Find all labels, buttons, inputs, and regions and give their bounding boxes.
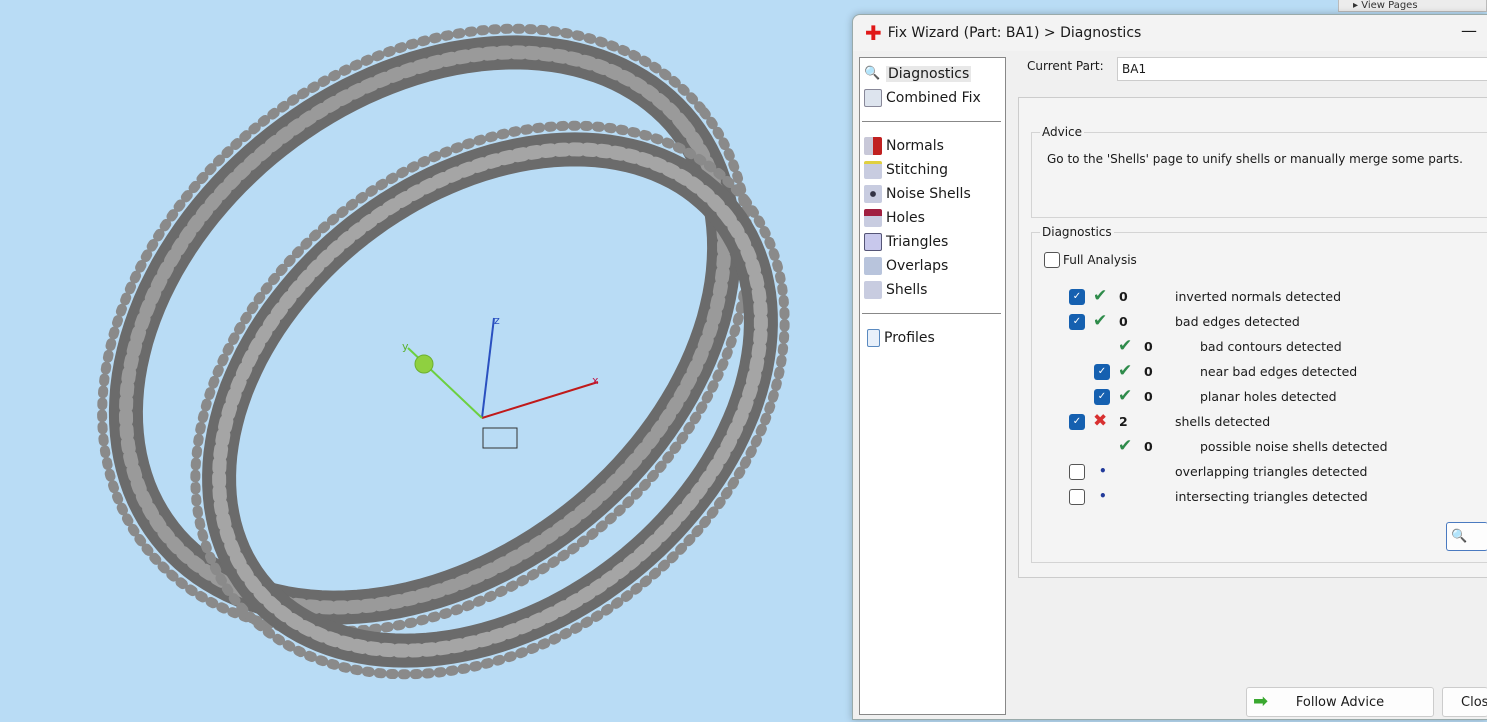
row-checkbox[interactable]: ✓ bbox=[1069, 314, 1085, 330]
sidebar-item-diagnostics[interactable]: 🔍 Diagnostics bbox=[864, 66, 972, 82]
triangles-icon bbox=[864, 233, 882, 251]
row-checkbox[interactable]: ✓ bbox=[1094, 389, 1110, 405]
check-icon: ✔ bbox=[1093, 286, 1108, 306]
row-label: bad contours detected bbox=[1200, 339, 1342, 354]
row-label: intersecting triangles detected bbox=[1175, 489, 1368, 504]
x-axis-label: x bbox=[592, 374, 599, 387]
sidebar-item-overlaps[interactable]: Overlaps bbox=[860, 254, 1005, 278]
row-checkbox[interactable]: ✓ bbox=[1069, 414, 1085, 430]
row-label: possible noise shells detected bbox=[1200, 439, 1388, 454]
row-label: bad edges detected bbox=[1175, 314, 1300, 329]
pending-dot-icon: • bbox=[1099, 489, 1107, 503]
row-checkbox[interactable]: ✓ bbox=[1094, 364, 1110, 380]
row-label: overlapping triangles detected bbox=[1175, 464, 1368, 479]
bangle-model bbox=[97, 23, 790, 680]
wizard-sidebar: 🔍 Diagnostics Combined Fix Normals Stitch… bbox=[859, 57, 1006, 715]
sidebar-item-stitching[interactable]: Stitching bbox=[860, 158, 1005, 182]
row-label: inverted normals detected bbox=[1175, 289, 1342, 304]
view-pages-tab[interactable]: ▸ View Pages bbox=[1338, 0, 1487, 12]
inner-ring-filigree bbox=[212, 142, 768, 658]
row-checkbox[interactable] bbox=[1069, 489, 1085, 505]
inspect-button[interactable]: 🔍 bbox=[1446, 522, 1487, 551]
close-label: Clos bbox=[1461, 694, 1487, 710]
z-axis-label: z bbox=[494, 314, 500, 327]
y-axis-label: y bbox=[402, 340, 409, 353]
check-icon: ✔ bbox=[1118, 336, 1133, 356]
row-count: 2 bbox=[1119, 414, 1128, 429]
view-pages-label: View Pages bbox=[1361, 0, 1418, 11]
sidebar-item-noise-shells[interactable]: Noise Shells bbox=[860, 182, 1005, 206]
row-checkbox[interactable]: ✓ bbox=[1069, 289, 1085, 305]
divider bbox=[862, 313, 1001, 314]
check-icon: ✔ bbox=[1118, 386, 1133, 406]
title-bar: ✚ Fix Wizard (Part: BA1) > Diagnostics — bbox=[853, 15, 1487, 51]
row-label: near bad edges detected bbox=[1200, 364, 1358, 379]
current-part-label: Current Part: bbox=[1027, 59, 1104, 73]
full-analysis-checkbox[interactable] bbox=[1044, 252, 1060, 268]
sidebar-item-holes[interactable]: Holes bbox=[860, 206, 1005, 230]
row-label: shells detected bbox=[1175, 414, 1271, 429]
cube-hole-icon bbox=[864, 209, 882, 227]
advice-group: Advice Go to the 'Shells' page to unify … bbox=[1031, 125, 1487, 218]
sidebar-item-shells[interactable]: Shells bbox=[860, 278, 1005, 302]
advice-title: Advice bbox=[1040, 125, 1085, 139]
document-icon bbox=[867, 329, 880, 347]
magnifier-icon: 🔍 bbox=[1451, 528, 1468, 544]
sidebar-item-profiles[interactable]: Profiles bbox=[860, 326, 1005, 350]
dice-icon bbox=[864, 185, 882, 203]
row-label: planar holes detected bbox=[1200, 389, 1337, 404]
red-cross-icon: ✚ bbox=[865, 21, 882, 45]
check-icon: ✔ bbox=[1093, 311, 1108, 331]
check-icon: ✔ bbox=[1118, 361, 1133, 381]
sidebar-item-combined-fix[interactable]: Combined Fix bbox=[860, 86, 1005, 110]
pending-dot-icon: • bbox=[1099, 464, 1107, 478]
cube-red-icon bbox=[864, 137, 882, 155]
sidebar-item-triangles[interactable]: Triangles bbox=[860, 230, 1005, 254]
row-count: 0 bbox=[1119, 314, 1128, 329]
row-checkbox[interactable] bbox=[1069, 464, 1085, 480]
row-count: 0 bbox=[1119, 289, 1128, 304]
diagnostics-panel: Advice Go to the 'Shells' page to unify … bbox=[1018, 97, 1487, 578]
current-part-field[interactable]: BA1 bbox=[1117, 57, 1487, 81]
diagnostics-group: Diagnostics Full Analysis ✓ ✔ 0 inverted no… bbox=[1031, 225, 1487, 563]
z-axis bbox=[481, 317, 495, 419]
follow-advice-label: Follow Advice bbox=[1295, 694, 1385, 710]
minimize-button[interactable]: — bbox=[1461, 21, 1477, 40]
row-count: 0 bbox=[1144, 389, 1153, 404]
pivot-handle[interactable] bbox=[414, 354, 434, 374]
inner-ring-prongs bbox=[190, 120, 790, 680]
x-axis bbox=[481, 381, 599, 419]
full-analysis-label: Full Analysis bbox=[1063, 253, 1137, 267]
cube-icon bbox=[864, 281, 882, 299]
overlap-icon bbox=[864, 257, 882, 275]
row-count: 0 bbox=[1144, 339, 1153, 354]
green-arrow-icon: ➡ bbox=[1253, 691, 1269, 712]
magnifier-icon: 🔍 bbox=[864, 66, 881, 81]
follow-advice-button[interactable]: ➡ Follow Advice bbox=[1246, 687, 1434, 717]
diagnostics-title: Diagnostics bbox=[1040, 225, 1114, 239]
pages-icon bbox=[864, 89, 882, 107]
outer-ring-filigree bbox=[118, 45, 732, 615]
dialog-title: Fix Wizard (Part: BA1) > Diagnostics bbox=[887, 25, 1142, 41]
close-button[interactable]: Clos bbox=[1442, 687, 1487, 717]
fix-wizard-dialog: ✚ Fix Wizard (Part: BA1) > Diagnostics —… bbox=[852, 14, 1487, 720]
outer-ring-prongs bbox=[97, 23, 753, 637]
part-label-box bbox=[482, 427, 518, 449]
3d-viewport[interactable]: z x y bbox=[0, 0, 852, 722]
check-icon: ✔ bbox=[1118, 436, 1133, 456]
row-count: 0 bbox=[1144, 364, 1153, 379]
divider bbox=[862, 121, 1001, 122]
row-count: 0 bbox=[1144, 439, 1153, 454]
sidebar-item-normals[interactable]: Normals bbox=[860, 134, 1005, 158]
advice-text: Go to the 'Shells' page to unify shells … bbox=[1047, 152, 1463, 166]
cube-stitch-icon bbox=[864, 161, 882, 179]
error-x-icon: ✖ bbox=[1093, 411, 1108, 431]
